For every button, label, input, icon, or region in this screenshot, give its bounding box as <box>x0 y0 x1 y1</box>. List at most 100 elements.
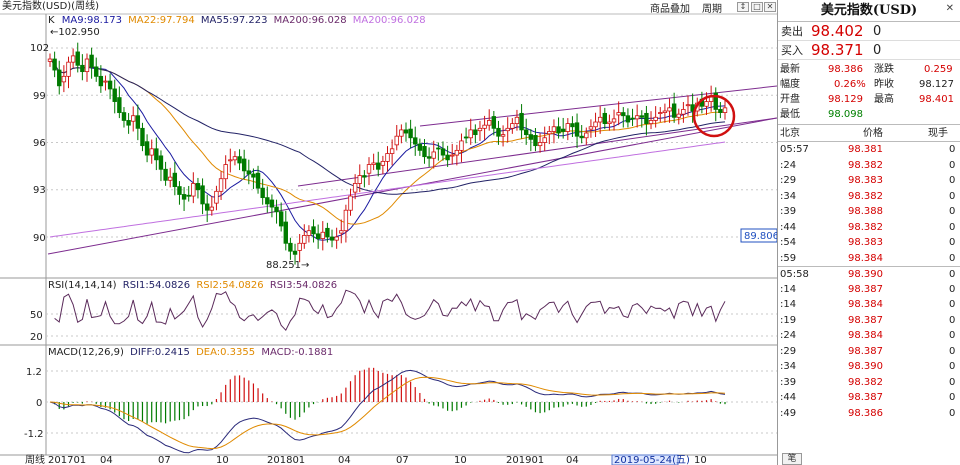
tick-row: :24 98.382 0 <box>778 158 960 174</box>
tick-volume: 0 <box>949 159 956 171</box>
sell-row[interactable]: 卖出 98.402 0 <box>778 22 960 41</box>
ma-legend-item: MA200:96.028 <box>352 15 426 26</box>
tick-row: :14 98.387 0 <box>778 282 960 298</box>
candle-body <box>283 221 288 244</box>
price-chart[interactable]: 89.806 ←102.950 88.251→ 102 99 96 93 90 … <box>0 0 777 465</box>
candle-body <box>602 112 607 125</box>
candle-body <box>482 124 487 129</box>
candle-body <box>440 148 446 156</box>
candle-body <box>302 235 307 244</box>
tick-price: 98.382 <box>848 159 883 171</box>
tick-row: :24 98.384 0 <box>778 328 960 344</box>
candle-body <box>611 118 617 123</box>
stat-label: 幅度 <box>780 79 800 90</box>
rsi-ytick-50: 50 <box>30 310 43 321</box>
tick-row: :14 98.384 0 <box>778 297 960 313</box>
tick-volume: 0 <box>949 144 956 155</box>
buy-row[interactable]: 买入 98.371 0 <box>778 41 960 60</box>
sell-price: 98.402 <box>811 22 864 40</box>
rsi3-value: RSI3:54.0826 <box>269 280 338 291</box>
xtick-label: 10 <box>694 455 707 465</box>
macd-ytick-neg-1-2: -1.2 <box>24 429 44 440</box>
tick-time: :59 <box>780 252 797 264</box>
candle-body <box>394 135 399 146</box>
tick-price: 98.381 <box>848 144 883 155</box>
tick-row: :44 98.382 0 <box>778 220 960 236</box>
tick-mode-button[interactable]: 笔 <box>782 453 802 465</box>
candle-body <box>357 175 362 184</box>
tick-price: 98.384 <box>848 252 883 264</box>
candle-body <box>140 127 145 147</box>
tick-list[interactable]: 05:57 98.381 0:24 98.382 0:29 98.383 0:34 98.38… <box>778 142 960 421</box>
ytick-102: 102 <box>30 43 49 54</box>
candle-body <box>57 69 62 87</box>
close-chart-icon[interactable]: ✕ <box>764 2 776 12</box>
xtick-label: 201901 <box>506 455 544 465</box>
candle-body <box>413 137 418 145</box>
candle-body <box>426 156 432 159</box>
tick-row: :54 98.383 0 <box>778 235 960 251</box>
tick-volume: 0 <box>949 407 956 419</box>
xtick-label: 201801 <box>267 455 305 465</box>
rsi-ytick-20: 20 <box>30 332 43 343</box>
tick-row: :44 98.387 0 <box>778 390 960 406</box>
rsi2-value: RSI2:54.0826 <box>196 280 264 291</box>
candle-body <box>80 64 85 73</box>
stat-value: 98.098 <box>828 109 863 120</box>
candle-body <box>551 126 557 132</box>
candle-body <box>533 135 538 147</box>
close-icon[interactable]: ✕ <box>945 3 954 14</box>
candle-body <box>658 112 663 114</box>
candle-body <box>653 116 658 121</box>
chart-pane[interactable]: 89.806 ←102.950 88.251→ 102 99 96 93 90 … <box>0 0 777 465</box>
stat-value: 98.401 <box>919 94 954 105</box>
stat-label: 开盘 <box>780 94 800 105</box>
candle-body <box>274 206 279 213</box>
resize-icon[interactable]: ↕ <box>737 2 749 12</box>
tick-time: :19 <box>780 314 797 326</box>
stat-value: 0.26% <box>834 79 866 90</box>
buy-label: 买入 <box>781 44 803 57</box>
candle-body <box>107 80 113 90</box>
candle-body <box>389 148 395 154</box>
tick-volume: 0 <box>949 361 956 372</box>
rsi1-value: RSI1:54.0826 <box>122 280 191 291</box>
stat-value: 98.386 <box>828 64 863 75</box>
tick-volume: 0 <box>949 206 956 217</box>
tick-row: :49 98.386 0 <box>778 406 960 422</box>
candle-body <box>722 107 728 113</box>
tick-volume: 0 <box>949 392 956 403</box>
maximize-icon[interactable]: □ <box>751 2 763 12</box>
macd-label: MACD(12,26,9) <box>48 347 124 358</box>
tick-row: :59 98.384 0 <box>778 251 960 267</box>
candle-body <box>477 127 483 132</box>
candle-body <box>131 115 136 122</box>
candle-body <box>704 101 709 107</box>
period-button[interactable]: 周期 <box>702 4 722 15</box>
candle-body <box>121 112 127 121</box>
candle-body <box>66 61 71 77</box>
candle-body <box>630 117 635 120</box>
tick-price: 98.390 <box>848 269 883 280</box>
candle-body <box>126 120 131 126</box>
tick-price: 98.390 <box>848 361 883 372</box>
tick-time: :14 <box>780 299 797 310</box>
tick-price: 98.387 <box>848 345 883 357</box>
period-label: 周线 <box>25 453 45 465</box>
candle-body <box>523 129 529 136</box>
add-product-button[interactable]: 商品叠加 <box>650 4 690 15</box>
xtick-label: 10 <box>216 455 229 465</box>
candle-body <box>436 147 441 150</box>
candle-body <box>158 155 164 170</box>
rsi-label: RSI(14,14,14) <box>48 280 117 291</box>
stat-label: 最低 <box>780 109 800 120</box>
candle-body <box>570 123 575 128</box>
candle-body <box>667 107 672 112</box>
candle-body <box>713 92 718 110</box>
tick-row: :29 98.383 0 <box>778 173 960 189</box>
price-tag-box <box>740 228 777 243</box>
high-label: ←102.950 <box>50 27 100 38</box>
candle-body <box>135 115 141 129</box>
candle-body <box>625 115 631 123</box>
candle-body <box>662 110 668 113</box>
